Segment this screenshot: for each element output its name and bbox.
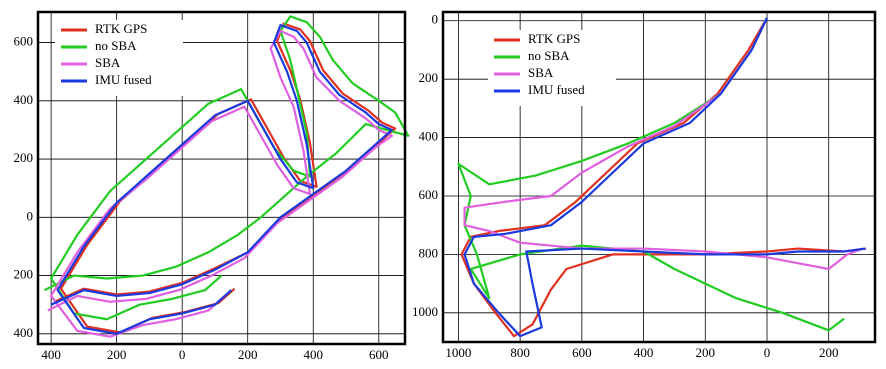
x-tick-label: 0: [764, 345, 771, 360]
y-tick-label: 600: [419, 187, 439, 202]
y-tick-label: 400: [14, 325, 34, 340]
y-tick-label: 400: [419, 129, 439, 144]
plot-left: 400 200 0 200 400 600 600 400 200 0 200 400 RTK GPS n…: [14, 10, 410, 362]
x-tick-label: 600: [369, 347, 389, 362]
x-tick-label: 400: [304, 347, 324, 362]
x-tick-label: 200: [696, 345, 716, 360]
trajectory: [50, 24, 393, 335]
x-tick-label: 600: [572, 345, 592, 360]
legend-box: [55, 20, 183, 96]
plot-right: 1000 800 600 400 200 0 200 0 200 400 600 800 1000 RTK…: [412, 10, 877, 360]
y-tick-label: 200: [14, 267, 34, 282]
y-tick-label: 400: [14, 92, 34, 107]
legend-label: IMU fused: [95, 72, 152, 87]
x-tick-label: 200: [238, 347, 258, 362]
legend-label: SBA: [95, 55, 121, 70]
legend-label: RTK GPS: [528, 31, 580, 46]
x-tick-label: 200: [819, 345, 839, 360]
x-tick-label: 0: [179, 347, 186, 362]
legend-label: no SBA: [95, 38, 137, 53]
legend-label: RTK GPS: [95, 21, 147, 36]
x-tick-label: 1000: [445, 345, 471, 360]
trajectory: [463, 17, 866, 338]
legend-box: [488, 30, 616, 106]
trajectory: [47, 29, 393, 338]
x-tick-label: 800: [510, 345, 530, 360]
y-tick-label: 600: [14, 34, 34, 49]
y-tick-label: 800: [419, 245, 439, 260]
y-tick-label: 200: [14, 150, 34, 165]
x-tick-label: 400: [634, 345, 654, 360]
plot-frame: [36, 10, 407, 346]
legend-label: IMU fused: [528, 82, 585, 97]
plot-frame: [441, 10, 877, 344]
trajectory: [457, 17, 845, 332]
y-tick-label: 1000: [412, 304, 438, 319]
y-tick-label: 200: [419, 70, 439, 85]
y-tick-label: 0: [27, 208, 34, 223]
y-tick-label: 0: [432, 12, 439, 27]
legend-label: no SBA: [528, 48, 570, 63]
trajectory: [463, 17, 864, 271]
x-tick-label: 400: [41, 347, 61, 362]
legend-label: SBA: [528, 65, 554, 80]
x-tick-label: 200: [107, 347, 127, 362]
